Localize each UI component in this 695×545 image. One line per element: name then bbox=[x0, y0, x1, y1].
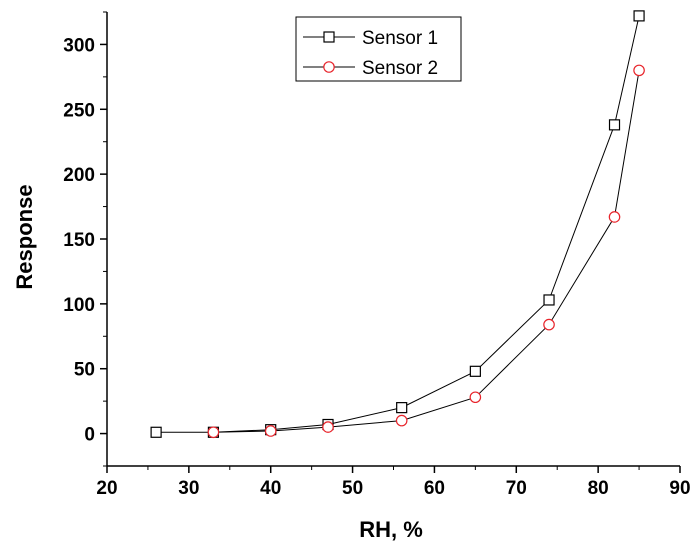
series-layer bbox=[150, 10, 645, 439]
legend: Sensor 1 Sensor 2 bbox=[295, 16, 462, 82]
legend-label-sensor-1: Sensor 1 bbox=[362, 28, 438, 49]
data-point-sensor-2 bbox=[543, 318, 555, 331]
x-tick-label: 40 bbox=[260, 478, 281, 499]
data-point-sensor-2 bbox=[207, 426, 220, 439]
ticks: 20 30 40 50 60 70 80 90 0 50 100 150 200 250 300 bbox=[63, 11, 691, 499]
y-tick-label: 250 bbox=[63, 100, 95, 121]
x-tick-label: 90 bbox=[669, 478, 690, 499]
y-tick-label: 150 bbox=[63, 230, 95, 251]
series-line-sensor-2 bbox=[213, 70, 640, 433]
x-tick-label: 50 bbox=[342, 478, 363, 499]
data-point-sensor-2 bbox=[633, 64, 645, 77]
y-tick-label: 300 bbox=[63, 35, 95, 56]
data-point-sensor-1 bbox=[469, 365, 481, 377]
y-tick-label: 50 bbox=[74, 360, 95, 381]
y-tick-label: 100 bbox=[63, 295, 95, 316]
y-tick-label: 0 bbox=[84, 425, 95, 446]
x-tick-label: 20 bbox=[96, 478, 117, 499]
x-axis-title: RH, % bbox=[359, 517, 423, 542]
x-tick-label: 30 bbox=[178, 478, 199, 499]
x-tick-label: 80 bbox=[588, 478, 609, 499]
y-axis-title: Response bbox=[12, 184, 37, 289]
data-point-sensor-1 bbox=[633, 10, 645, 22]
x-tick-label: 70 bbox=[506, 478, 527, 499]
legend-marker-sensor-1 bbox=[323, 31, 335, 43]
data-point-sensor-2 bbox=[322, 421, 334, 433]
data-point-sensor-1 bbox=[543, 294, 555, 306]
legend-label-sensor-2: Sensor 2 bbox=[362, 58, 438, 79]
data-point-sensor-1 bbox=[150, 426, 162, 438]
data-point-sensor-2 bbox=[608, 211, 621, 223]
legend-box bbox=[295, 16, 462, 82]
data-point-sensor-2 bbox=[469, 391, 482, 404]
data-point-sensor-2 bbox=[395, 414, 408, 427]
data-point-sensor-2 bbox=[264, 425, 277, 437]
legend-marker-sensor-2 bbox=[323, 61, 335, 73]
y-tick-label: 200 bbox=[63, 165, 95, 186]
data-point-sensor-1 bbox=[396, 402, 408, 414]
x-tick-label: 60 bbox=[424, 478, 445, 499]
data-point-sensor-1 bbox=[608, 119, 621, 131]
